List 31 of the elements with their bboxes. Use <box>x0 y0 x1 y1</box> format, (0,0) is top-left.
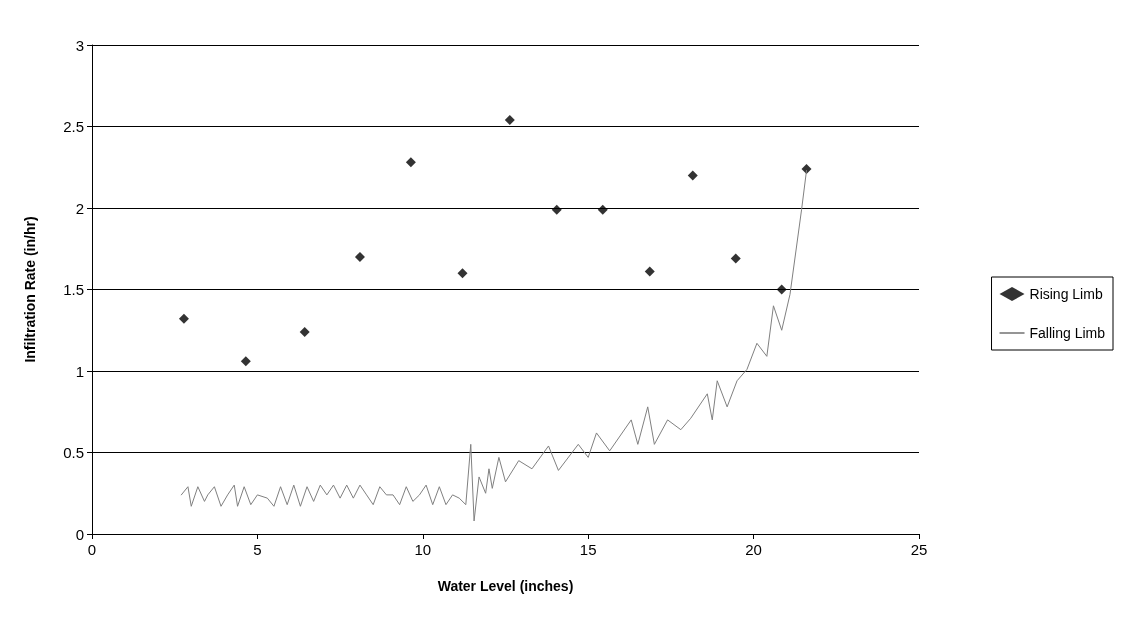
x-axis-title: Water Level (inches) <box>437 578 574 594</box>
point <box>597 204 608 215</box>
x-tick-label: 0 <box>87 541 97 558</box>
point <box>801 163 812 174</box>
point <box>644 266 655 277</box>
point <box>776 284 787 295</box>
point <box>504 114 515 125</box>
x-tick-label: 25 <box>910 541 928 558</box>
y-tick-label: 0 <box>75 525 84 543</box>
x-tick-label: 15 <box>579 541 597 558</box>
point <box>299 326 310 337</box>
x-tick-label: 5 <box>253 541 262 558</box>
y-tick-label: 2.5 <box>63 118 84 135</box>
point <box>405 157 416 168</box>
point <box>178 313 189 324</box>
point <box>730 253 741 264</box>
y-tick-label: 1 <box>75 362 84 380</box>
x-tick-label: 10 <box>414 541 432 558</box>
y-tick-label: 2 <box>75 199 84 217</box>
point <box>551 204 562 215</box>
point <box>457 268 468 279</box>
y-tick-label: 0.5 <box>63 444 84 461</box>
point <box>687 170 698 181</box>
x-tick-label: 20 <box>745 541 762 558</box>
y-tick-label: 1.5 <box>63 281 84 298</box>
point <box>354 251 365 262</box>
y-axis-title: Infiltration Rate (in/hr) <box>22 216 38 363</box>
point <box>240 356 251 367</box>
legend-label: Falling Limb <box>1029 325 1106 341</box>
y-tick-label: 3 <box>75 36 84 54</box>
legend-label: Rising Limb <box>1029 286 1103 302</box>
